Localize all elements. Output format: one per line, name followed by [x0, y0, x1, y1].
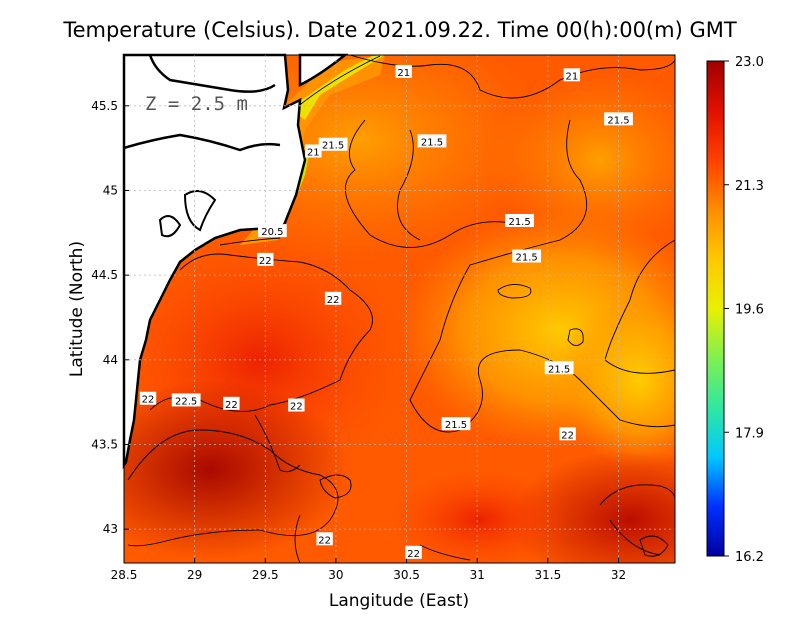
svg-text:21: 21: [307, 148, 320, 159]
contour-label: 22.5: [171, 393, 201, 407]
y-tick-label: 43.5: [91, 437, 118, 451]
x-tick-label: 31: [470, 568, 485, 582]
svg-text:22: 22: [225, 400, 238, 411]
contour-label: 21.5: [505, 213, 534, 228]
y-tick-label: 45.5: [91, 99, 118, 113]
x-tick-label: 31.5: [534, 568, 561, 582]
contour-label: 21.5: [441, 417, 471, 431]
svg-text:22: 22: [561, 430, 574, 441]
svg-text:22.5: 22.5: [175, 396, 197, 407]
map-title: Temperature (Celsius). Date 2021.09.22. …: [63, 18, 737, 42]
colorbar-tick-label: 19.6: [735, 303, 764, 318]
contour-label: 21.5: [544, 361, 574, 375]
x-tick-label: 30.5: [393, 568, 420, 582]
x-axis-label: Langitude (East): [329, 591, 469, 611]
contour-label: 22: [324, 291, 342, 306]
contour-label: 21: [563, 68, 581, 82]
grid-lines: [124, 55, 675, 563]
svg-text:21.5: 21.5: [516, 253, 538, 264]
y-tick-label: 44: [103, 353, 118, 367]
contour-label: 21: [395, 64, 412, 79]
svg-text:21.5: 21.5: [421, 137, 443, 148]
x-tick-label: 30: [328, 568, 343, 582]
contour-label: 22: [316, 532, 333, 546]
svg-text:22: 22: [142, 395, 155, 406]
x-tick-label: 29: [187, 568, 202, 582]
x-tick-label: 29.5: [252, 568, 279, 582]
colorbar-tick-label: 17.9: [735, 426, 764, 441]
contour-label: 21.5: [604, 112, 633, 126]
svg-text:21.5: 21.5: [322, 141, 344, 152]
colorbar-tick-label: 23.0: [735, 55, 764, 70]
contour-label: 21.5: [318, 137, 348, 152]
y-tick-label: 45: [103, 183, 118, 197]
contour-label: 21.5: [512, 249, 542, 264]
depth-label: Z = 2.5 m: [145, 93, 248, 115]
colorbar-tick-label: 21.3: [735, 179, 764, 194]
contour-lines: [127, 55, 675, 563]
svg-text:22: 22: [407, 549, 420, 560]
contour-label: 22: [139, 391, 157, 406]
y-tick-label: 43: [103, 522, 118, 536]
x-tick-label: 28.5: [111, 568, 138, 582]
y-axis-label: Latitude (North): [67, 241, 87, 377]
contour-label: 22: [288, 398, 305, 413]
contour-label: 22: [223, 396, 240, 411]
contour-label: 21.5: [417, 134, 447, 148]
colorbar-tick-label: 16.2: [735, 550, 764, 565]
svg-text:20.5: 20.5: [261, 227, 283, 238]
svg-text:21.5: 21.5: [548, 364, 570, 375]
colorbar-ticks: 23.0 21.3 19.6 17.9 16.2: [724, 55, 764, 565]
svg-text:21: 21: [397, 68, 410, 79]
contour-label: 22: [405, 545, 422, 560]
colorbar: [706, 60, 725, 557]
y-axis-ticks: 43 43.5 44 44.5 45 45.5: [91, 99, 129, 536]
svg-text:21.5: 21.5: [445, 420, 467, 431]
plot-frame: [123, 54, 676, 564]
svg-text:21.5: 21.5: [508, 217, 530, 228]
contour-label: 20.5: [257, 224, 287, 238]
svg-text:22: 22: [327, 295, 340, 306]
contour-label: 22: [559, 427, 576, 441]
y-tick-label: 44.5: [91, 268, 118, 282]
contour-labels: 21 2121.521.52121.521.521.520.5222221.522…: [139, 64, 633, 560]
svg-text:22: 22: [290, 402, 303, 413]
contour-label: 21: [305, 144, 322, 159]
svg-text:21.5: 21.5: [607, 115, 629, 126]
x-axis-ticks: 28.5 29 29.5 30 30.5 31 31.5 32: [111, 558, 626, 582]
svg-text:21: 21: [565, 71, 578, 82]
svg-text:22: 22: [259, 256, 272, 267]
svg-text:22: 22: [318, 535, 331, 546]
x-tick-label: 32: [611, 568, 626, 582]
contour-label: 22: [257, 252, 274, 267]
